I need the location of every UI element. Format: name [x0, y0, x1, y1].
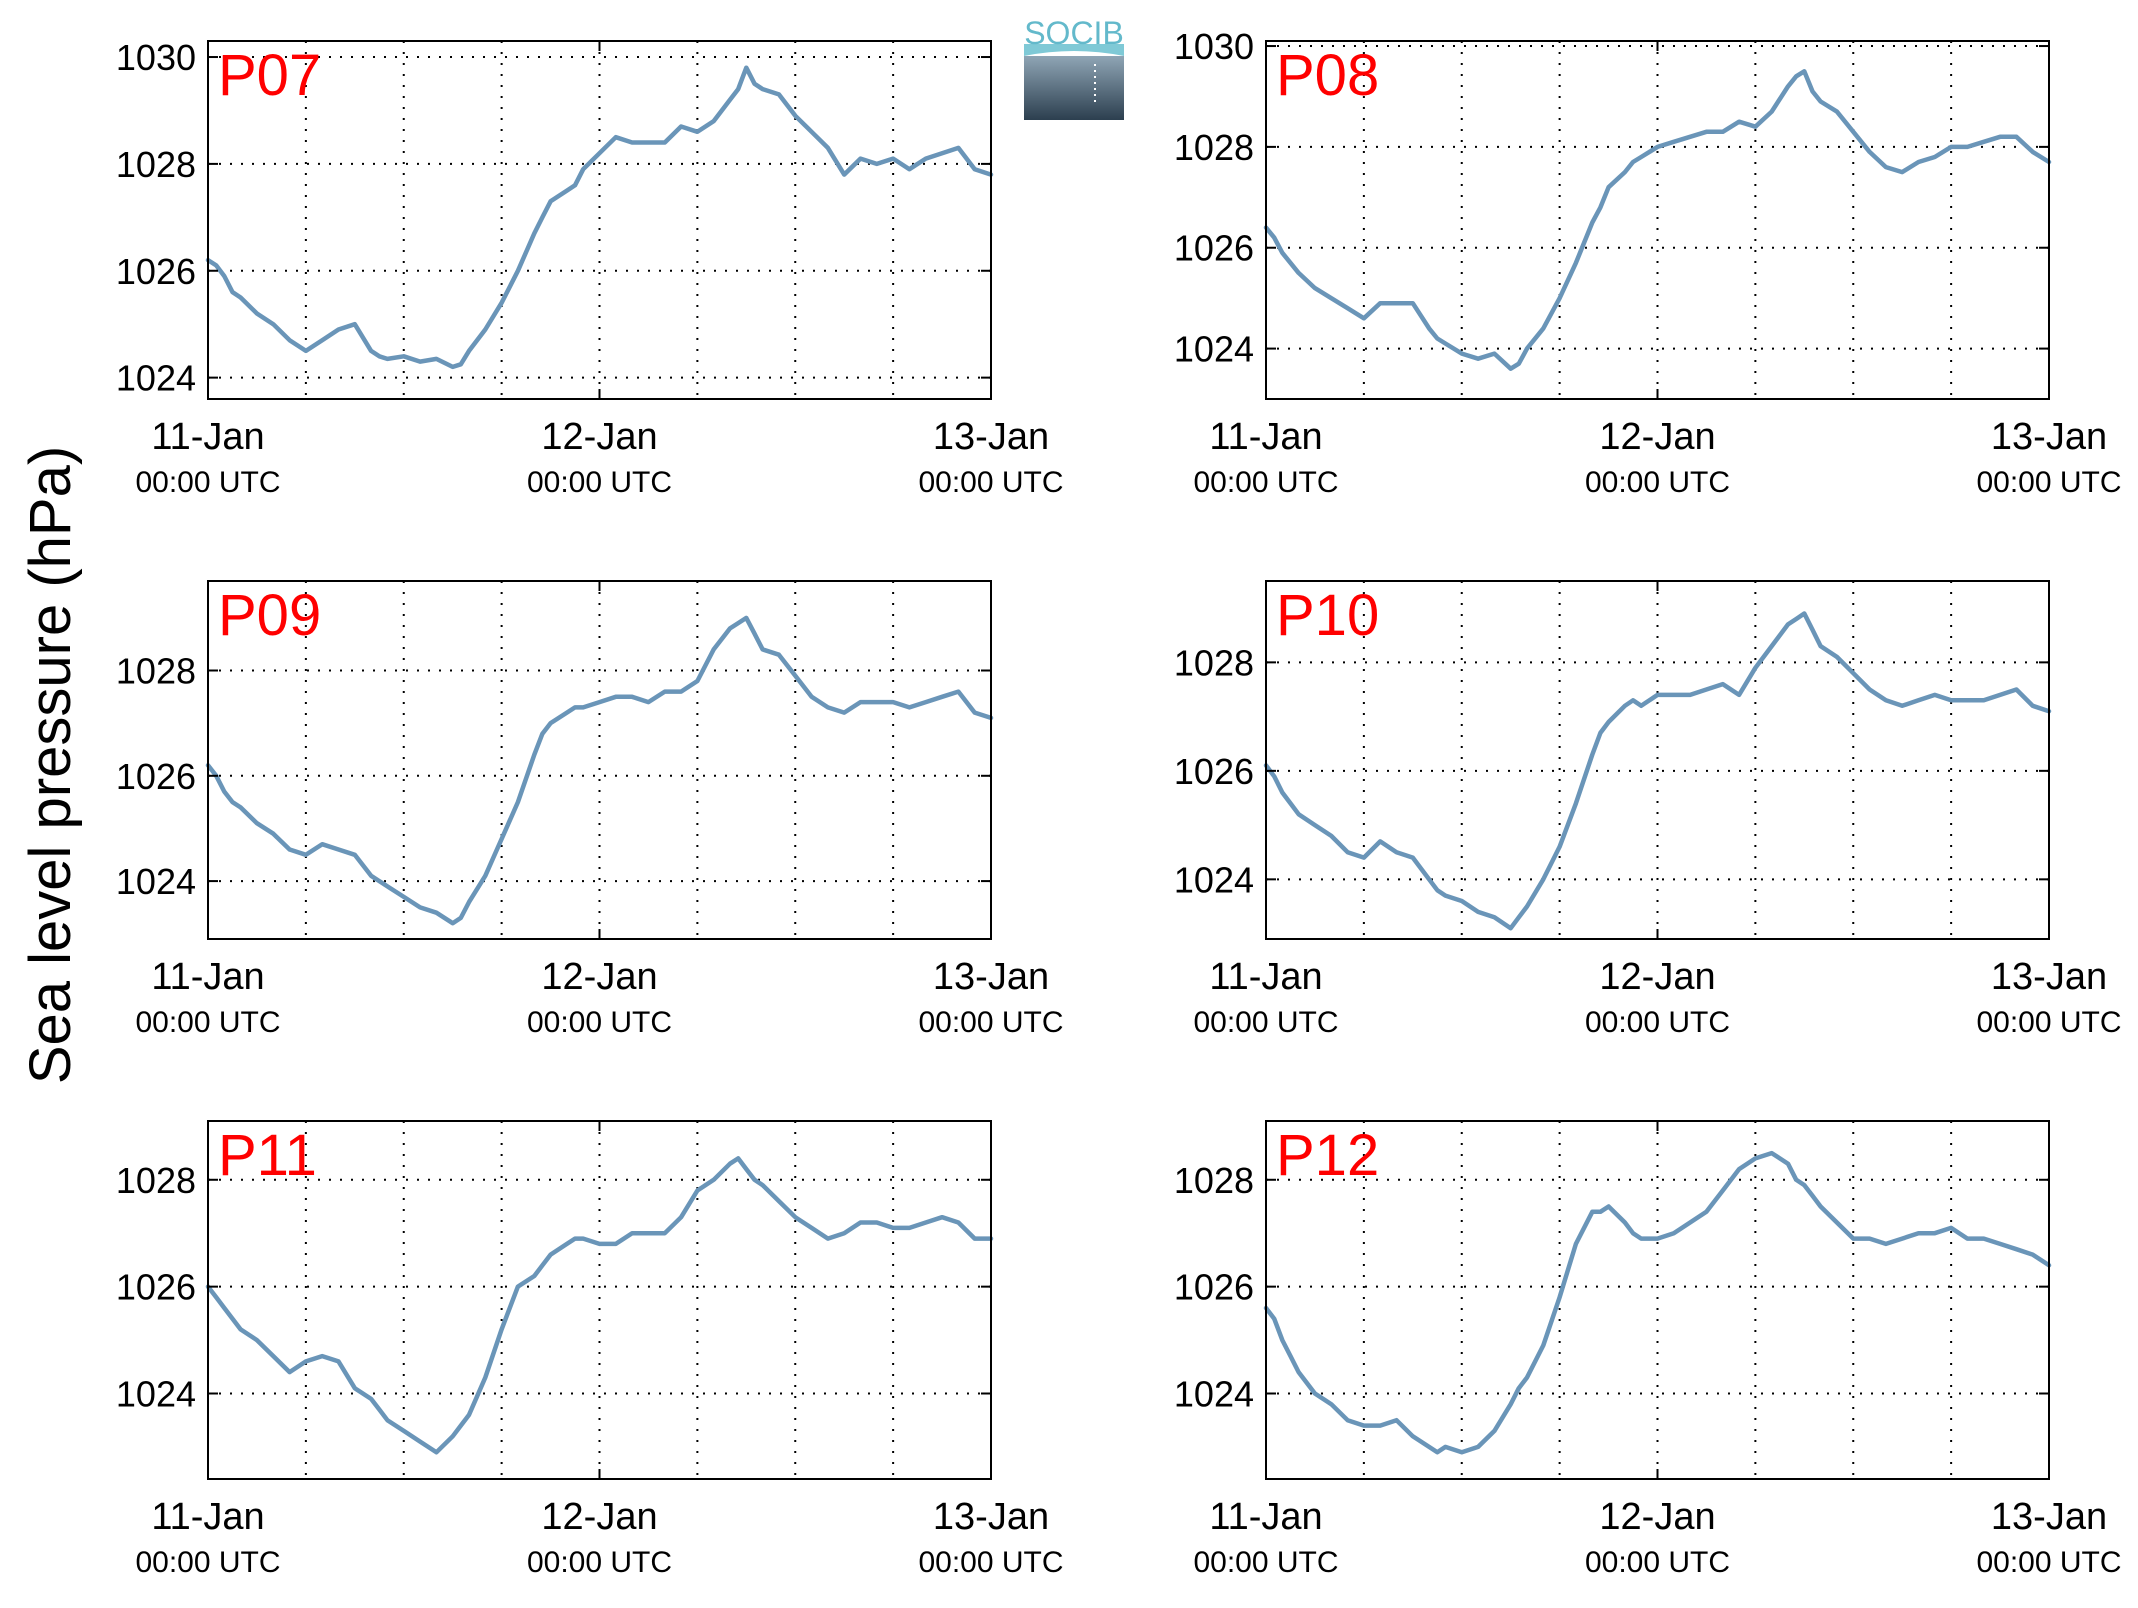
grid: [208, 41, 991, 399]
x-tick-label-time: 00:00 UTC: [527, 1546, 672, 1579]
station-label: P11: [218, 1123, 317, 1188]
grid: [208, 581, 991, 939]
logo-text: SOCIB: [1024, 15, 1124, 51]
x-tick-label-time: 00:00 UTC: [1193, 466, 1338, 499]
x-tick-label-time: 00:00 UTC: [1976, 1546, 2121, 1579]
y-tick-label: 1024: [1174, 329, 1254, 370]
x-tick-label-day: 13-Jan: [1991, 956, 2107, 998]
y-tick-label: 1028: [1174, 642, 1254, 683]
x-tick-label-time: 00:00 UTC: [1976, 466, 2121, 499]
x-tick-label-time: 00:00 UTC: [918, 1006, 1063, 1039]
y-tick-label: 1028: [116, 651, 196, 692]
grid: [1266, 581, 2049, 939]
chart-panel-p10: 11-Jan 00:00 UTC 12-Jan 00:00 UTC 13-Jan 00:0…: [1174, 580, 2122, 1039]
y-tick-label: 1024: [1174, 859, 1254, 900]
x-tick-label-day: 12-Jan: [541, 956, 657, 998]
series-line-p08: [1263, 69, 2052, 371]
x-tick-label-day: 12-Jan: [541, 416, 657, 458]
y-tick-label: 1026: [116, 1267, 196, 1308]
x-tick-label-time: 00:00 UTC: [1193, 1546, 1338, 1579]
grid: [1266, 1121, 2049, 1479]
y-tick-label: 1028: [1174, 127, 1254, 168]
series-line-p11: [205, 1156, 994, 1455]
x-tick-label-time: 00:00 UTC: [135, 466, 280, 499]
x-tick-label-day: 12-Jan: [1599, 1496, 1715, 1538]
x-tick-label-day: 11-Jan: [1209, 1496, 1322, 1538]
grid: [1266, 41, 2049, 399]
x-tick-label-day: 11-Jan: [151, 416, 264, 458]
y-tick-label: 1024: [116, 358, 196, 399]
y-tick-label: 1030: [116, 37, 196, 78]
series-line-p10: [1263, 611, 2052, 931]
x-tick-label-time: 00:00 UTC: [1585, 1546, 1730, 1579]
x-tick-label-time: 00:00 UTC: [1585, 1006, 1730, 1039]
y-tick-label: 1024: [1174, 1374, 1254, 1415]
x-tick-label-time: 00:00 UTC: [918, 1546, 1063, 1579]
x-tick-label-time: 00:00 UTC: [1193, 1006, 1338, 1039]
chart-panel-p09: 11-Jan 00:00 UTC 12-Jan 00:00 UTC 13-Jan 00:0…: [116, 580, 1064, 1039]
y-tick-label: 1026: [1174, 751, 1254, 792]
x-tick-label-time: 00:00 UTC: [918, 466, 1063, 499]
x-tick-label-day: 13-Jan: [1991, 1496, 2107, 1538]
plot-area: [208, 1121, 991, 1479]
x-tick-label-day: 13-Jan: [933, 416, 1049, 458]
x-tick-label-day: 11-Jan: [151, 956, 264, 998]
x-tick-label-time: 00:00 UTC: [527, 466, 672, 499]
y-tick-label: 1024: [116, 861, 196, 902]
x-tick-label-time: 00:00 UTC: [135, 1546, 280, 1579]
x-tick-label-time: 00:00 UTC: [527, 1006, 672, 1039]
x-tick-label-day: 13-Jan: [933, 1496, 1049, 1538]
y-axis-label: Sea level pressure (hPa): [18, 446, 83, 1084]
chart-panel-p12: 11-Jan 00:00 UTC 12-Jan 00:00 UTC 13-Jan 00:0…: [1174, 1120, 2122, 1579]
x-tick-label-day: 11-Jan: [1209, 956, 1322, 998]
y-tick-label: 1028: [116, 1160, 196, 1201]
series-line-p07: [205, 65, 994, 370]
logo-wave: [1024, 44, 1124, 56]
plot-area: [1266, 41, 2049, 399]
plot-area: [208, 581, 991, 939]
y-tick-label: 1026: [1174, 228, 1254, 269]
plot-area: [1266, 581, 2049, 939]
series-line-p12: [1263, 1150, 2052, 1455]
y-tick-label: 1028: [1174, 1160, 1254, 1201]
station-label: P12: [1276, 1123, 1379, 1188]
station-label: P08: [1276, 43, 1379, 108]
chart-panel-p08: 11-Jan 00:00 UTC 12-Jan 00:00 UTC 13-Jan 00:0…: [1174, 26, 2122, 499]
x-tick-label-day: 12-Jan: [1599, 956, 1715, 998]
y-tick-label: 1026: [116, 756, 196, 797]
logo-block: [1024, 56, 1124, 120]
station-label: P07: [218, 43, 321, 108]
x-tick-label-day: 11-Jan: [151, 1496, 264, 1538]
y-tick-label: 1028: [116, 144, 196, 185]
socib-logo: SOCIB: [1024, 15, 1124, 120]
x-tick-label-day: 12-Jan: [1599, 416, 1715, 458]
y-tick-label: 1026: [116, 251, 196, 292]
station-label: P10: [1276, 583, 1379, 648]
y-tick-label: 1024: [116, 1374, 196, 1415]
x-tick-label-day: 13-Jan: [933, 956, 1049, 998]
x-tick-label-time: 00:00 UTC: [1976, 1006, 2121, 1039]
chart-panels: 11-Jan 00:00 UTC 12-Jan 00:00 UTC 13-Jan 00:0…: [116, 26, 2122, 1579]
x-tick-label-day: 12-Jan: [541, 1496, 657, 1538]
plot-area: [208, 41, 991, 399]
y-tick-label: 1026: [1174, 1267, 1254, 1308]
x-tick-label-time: 00:00 UTC: [135, 1006, 280, 1039]
chart-panel-p07: 11-Jan 00:00 UTC 12-Jan 00:00 UTC 13-Jan 00:0…: [116, 37, 1064, 499]
x-tick-label-time: 00:00 UTC: [1585, 466, 1730, 499]
series-line-p09: [205, 615, 994, 926]
y-tick-label: 1030: [1174, 26, 1254, 67]
x-tick-label-day: 13-Jan: [1991, 416, 2107, 458]
grid: [208, 1121, 991, 1479]
chart-panel-p11: 11-Jan 00:00 UTC 12-Jan 00:00 UTC 13-Jan 00:0…: [116, 1120, 1064, 1579]
station-label: P09: [218, 583, 321, 648]
x-tick-label-day: 11-Jan: [1209, 416, 1322, 458]
